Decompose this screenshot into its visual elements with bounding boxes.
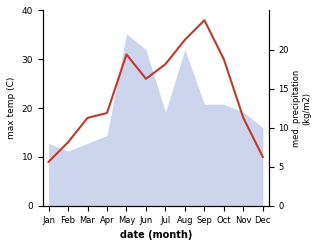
- Y-axis label: max temp (C): max temp (C): [7, 77, 16, 139]
- Y-axis label: med. precipitation
(kg/m2): med. precipitation (kg/m2): [292, 69, 311, 147]
- X-axis label: date (month): date (month): [120, 230, 192, 240]
